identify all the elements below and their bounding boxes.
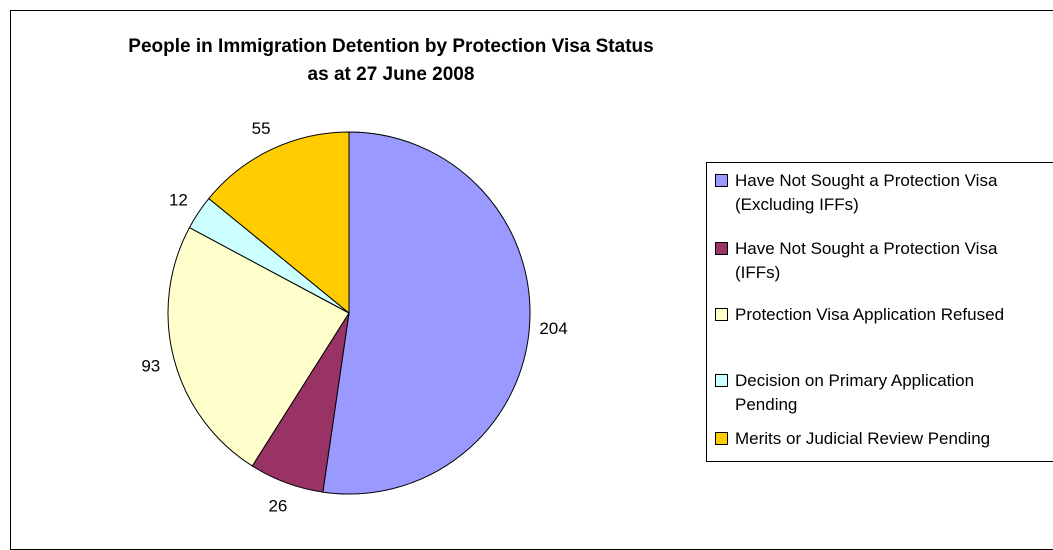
- legend-item-5: Merits or Judicial Review Pending: [715, 427, 1035, 451]
- chart-title: People in Immigration Detention by Prote…: [10, 33, 772, 89]
- data-label-4: 12: [169, 190, 188, 209]
- legend-swatch-1: [715, 174, 728, 187]
- data-label-1: 204: [539, 319, 567, 338]
- legend-label-1: Have Not Sought a Protection Visa (Exclu…: [735, 171, 998, 214]
- legend-swatch-2: [715, 242, 728, 255]
- legend-item-2: Have Not Sought a Protection Visa (IFFs): [715, 237, 1035, 285]
- pie-slice-3: [167, 226, 350, 467]
- data-label-3: 93: [141, 356, 160, 375]
- pie-slice-1: [322, 131, 531, 495]
- chart-title-line-1: People in Immigration Detention by Prote…: [128, 36, 654, 57]
- pie-chart: 204 26 93 12 55: [141, 119, 567, 515]
- legend-label-5: Merits or Judicial Review Pending: [735, 429, 991, 448]
- legend-swatch-5: [715, 432, 728, 445]
- legend-label-4: Decision on Primary Application Pending: [735, 371, 975, 414]
- legend-label-3: Protection Visa Application Refused: [735, 305, 1005, 324]
- data-label-5: 55: [252, 119, 271, 138]
- pie-slice-5: [208, 131, 350, 315]
- pie-slices: [167, 131, 531, 495]
- pie-data-labels: 204 26 93 12 55: [141, 119, 567, 515]
- legend: Have Not Sought a Protection Visa (Exclu…: [706, 162, 1053, 462]
- legend-swatch-3: [715, 308, 728, 321]
- legend-item-3: Protection Visa Application Refused: [715, 303, 1035, 327]
- chart-subtitle: as at 27 June 2008: [307, 64, 475, 85]
- legend-item-1: Have Not Sought a Protection Visa (Exclu…: [715, 169, 1035, 217]
- legend-item-4: Decision on Primary Application Pending: [715, 369, 1035, 417]
- data-label-2: 26: [268, 496, 287, 515]
- legend-label-2: Have Not Sought a Protection Visa (IFFs): [735, 239, 998, 282]
- legend-swatch-4: [715, 374, 728, 387]
